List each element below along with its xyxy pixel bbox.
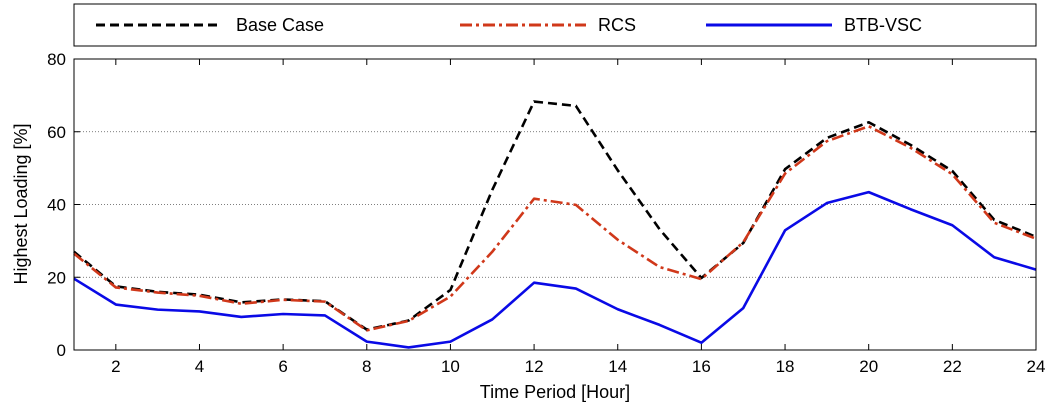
x-tick-label: 2: [111, 357, 120, 376]
x-tick-label: 10: [441, 357, 460, 376]
y-tick-label: 0: [57, 341, 66, 360]
y-tick-label: 60: [47, 123, 66, 142]
x-tick-label: 22: [943, 357, 962, 376]
x-tick-label: 12: [525, 357, 544, 376]
series-line-btb-vsc: [73, 190, 1037, 349]
y-tick-label: 40: [47, 196, 66, 215]
y-tick-label: 20: [47, 268, 66, 287]
grid-lines: [74, 131, 1036, 278]
legend-label-base-case: Base Case: [236, 15, 324, 35]
x-tick-label: 8: [362, 357, 371, 376]
legend: Base Case RCS BTB-VSC: [73, 3, 1037, 47]
x-tick-label: 4: [195, 357, 204, 376]
x-tick-label: 16: [692, 357, 711, 376]
x-axis-label: Time Period [Hour]: [480, 382, 630, 402]
series-layer: [73, 100, 1037, 349]
x-tick-label: 14: [608, 357, 627, 376]
x-tick-label: 18: [776, 357, 795, 376]
y-axis-label: Highest Loading [%]: [11, 123, 31, 284]
x-tick-label: 24: [1027, 357, 1046, 376]
y-tick-label: 80: [47, 50, 66, 69]
series-line-base-case: [73, 100, 1037, 331]
legend-label-btb-vsc: BTB-VSC: [844, 15, 922, 35]
x-tick-label: 6: [278, 357, 287, 376]
legend-label-rcs: RCS: [598, 15, 636, 35]
series-line-rcs: [73, 124, 1037, 332]
x-tick-label: 20: [859, 357, 878, 376]
